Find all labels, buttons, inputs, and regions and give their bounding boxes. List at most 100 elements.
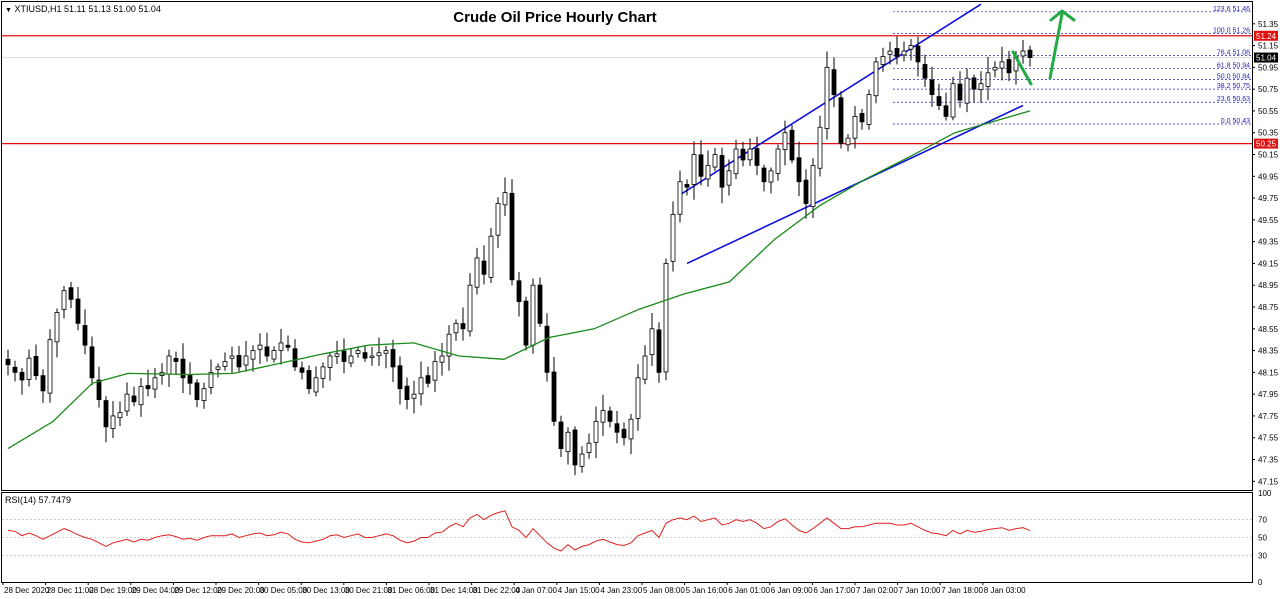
candle-body <box>705 164 711 180</box>
fib-level-label: 76.4 51.06 <box>1217 49 1250 56</box>
rsi-axis-label: 30 <box>1258 551 1267 560</box>
candle <box>971 74 977 103</box>
resistance-price-tag: 51.24 <box>1254 30 1278 41</box>
candle <box>194 379 200 408</box>
candle <box>1027 45 1033 67</box>
candle-body <box>565 431 571 453</box>
candle-body <box>607 410 613 422</box>
candle-body <box>894 48 900 57</box>
candle <box>768 167 774 194</box>
candle <box>138 377 144 417</box>
fib-level-label: 0.0 50.43 <box>1221 118 1250 125</box>
candle-body <box>264 346 270 357</box>
symbol-label: XTIUSD,H1 <box>14 4 62 14</box>
candle <box>404 377 410 410</box>
support-price-tag-text: 50.25 <box>1256 140 1277 149</box>
candle-body <box>775 148 781 174</box>
candle <box>880 47 886 72</box>
candle <box>89 336 95 386</box>
candle-body <box>999 61 1005 69</box>
candle-body <box>467 284 473 332</box>
candle <box>782 120 788 166</box>
candle-body <box>173 358 179 362</box>
candle-body <box>964 77 970 104</box>
y-tick-label: 48.75 <box>1258 303 1279 312</box>
candle <box>712 148 718 171</box>
candle-body <box>691 154 697 185</box>
candle-body <box>523 300 529 346</box>
candle <box>992 61 998 78</box>
candle <box>733 139 739 180</box>
candle-body <box>600 410 606 423</box>
candle-body <box>873 61 879 97</box>
candle <box>131 386 137 407</box>
candle-body <box>5 358 11 366</box>
candle <box>1006 50 1012 82</box>
price-panel[interactable] <box>1 1 1253 491</box>
candle-body <box>117 412 123 419</box>
candle-body <box>1020 50 1026 57</box>
candle-body <box>82 325 88 346</box>
candle-body <box>915 45 921 63</box>
y-tick-label: 48.15 <box>1258 368 1279 377</box>
candle <box>222 352 228 371</box>
candle <box>180 343 186 394</box>
candle <box>754 136 760 176</box>
candle <box>264 332 270 362</box>
candle <box>68 281 74 309</box>
x-tick-label: 29 Dec 04:00 <box>132 586 180 595</box>
candle-body <box>334 353 340 357</box>
candle <box>432 350 438 392</box>
candle-body <box>47 339 53 394</box>
candle <box>859 109 865 130</box>
candle-body <box>453 322 459 334</box>
candle-body <box>936 96 942 106</box>
candle <box>824 51 830 140</box>
candle-body <box>747 148 753 161</box>
candle <box>908 38 914 61</box>
candle <box>530 278 536 354</box>
current-price-tag: 51.04 <box>1254 52 1278 63</box>
candle <box>26 349 32 387</box>
candle <box>411 380 417 414</box>
candle-body <box>390 349 396 368</box>
candle <box>96 366 102 408</box>
candle-body <box>712 154 718 168</box>
candle-body <box>68 287 74 300</box>
candle-body <box>789 129 795 161</box>
dropdown-triangle-icon[interactable]: ▼ <box>5 7 12 14</box>
x-tick-label: 4 Jan 07:00 <box>515 586 557 595</box>
candle <box>810 158 816 218</box>
rsi-panel[interactable] <box>1 492 1253 583</box>
candle <box>19 368 25 395</box>
candle-body <box>880 56 886 65</box>
candle <box>502 177 508 216</box>
candle <box>5 349 11 376</box>
candle <box>110 401 116 438</box>
rsi-axis-label: 70 <box>1258 516 1267 525</box>
candle-body <box>110 415 116 429</box>
candle-body <box>54 312 60 343</box>
candle-body <box>103 400 109 428</box>
x-tick-label: 31 Dec 06:00 <box>387 586 435 595</box>
candle <box>355 346 361 358</box>
candle <box>12 360 18 382</box>
candle <box>964 68 970 113</box>
resistance-price-tag-text: 51.24 <box>1256 32 1277 41</box>
y-tick-label: 47.75 <box>1258 412 1279 421</box>
candle-body <box>551 371 557 422</box>
candle <box>509 179 515 286</box>
up-arrow-head <box>1049 9 1076 22</box>
x-tick-label: 28 Dec 11:00 <box>47 586 95 595</box>
candle-body <box>733 148 739 175</box>
chart-title: Crude Oil Price Hourly Chart <box>453 9 657 26</box>
candle-body <box>502 192 508 206</box>
candle-body <box>488 235 494 278</box>
candle <box>446 325 452 371</box>
candle <box>488 227 494 284</box>
candle <box>943 92 949 121</box>
candle <box>796 141 802 197</box>
candle <box>215 363 221 378</box>
x-tick-label: 30 Dec 05:00 <box>260 586 308 595</box>
x-tick-label: 4 Jan 23:00 <box>600 586 642 595</box>
